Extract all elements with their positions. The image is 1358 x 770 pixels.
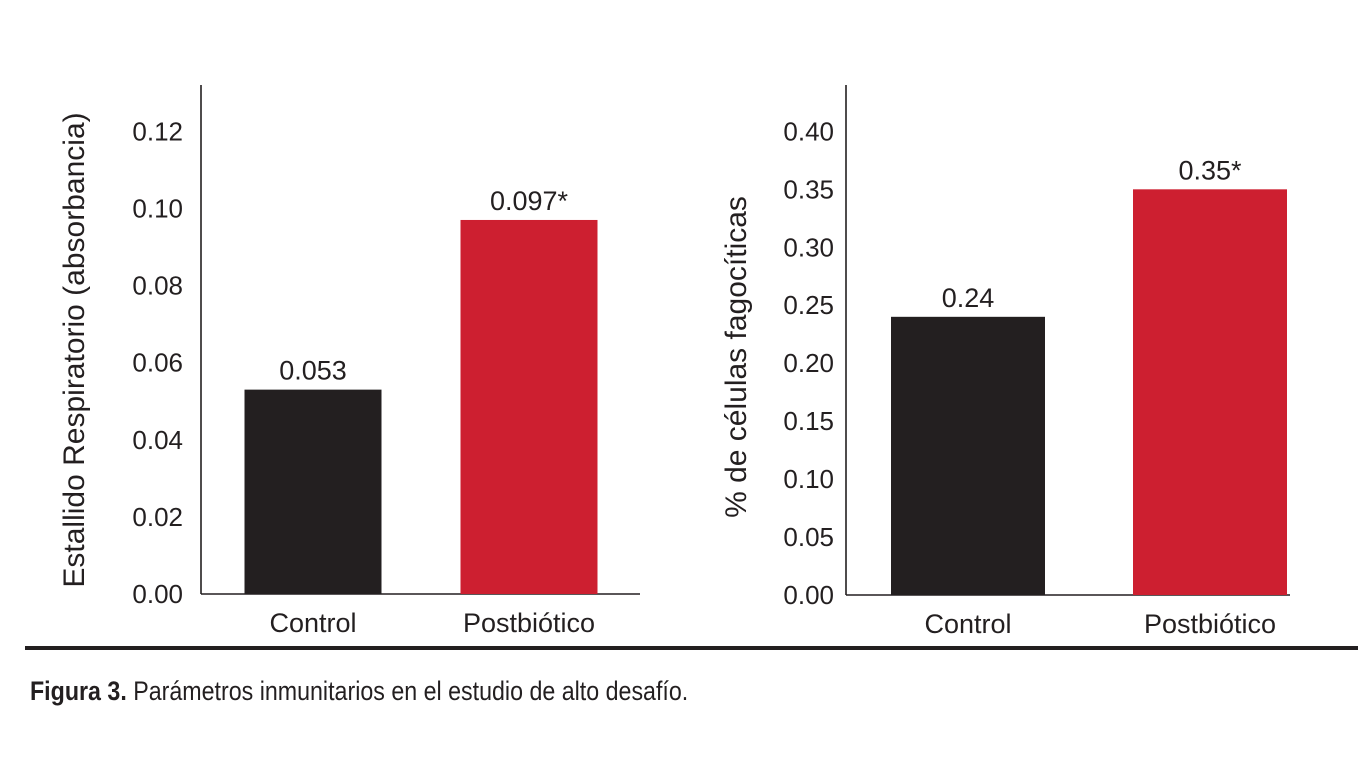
chart1-category-label: Postbiótico [463,608,595,638]
chart2-y-tick-label: 0.05 [783,522,834,552]
caption-lead: Figura 3. [30,676,127,706]
chart2-y-tick-label: 0.35 [783,174,834,204]
chart2-y-axis-title: % de células fagocíticas [720,196,753,518]
chart2-y-tick-label: 0.30 [783,232,834,262]
chart2-y-tick-label: 0.10 [783,464,834,494]
chart1-y-tick-label: 0.12 [132,116,183,146]
chart1-bar-control [244,389,382,594]
caption-text: Parámetros inmunitarios en el estudio de… [126,676,689,706]
figure-caption: Figura 3. Parámetros inmunitarios en el … [30,676,688,707]
chart2-y-tick-label: 0.20 [783,348,834,378]
chart1-y-axis-title: Estallido Respiratorio (absorbancia) [58,112,91,587]
chart2-data-label: 0.24 [942,283,995,313]
chart1-y-tick-label: 0.06 [132,348,183,378]
chart2-category-label: Control [924,609,1011,639]
chart1-bar-postbiotico [460,219,598,594]
chart2-bar-postbiotico [1133,189,1287,595]
chart1-y-tick-label: 0.00 [132,579,183,609]
chart1-y-tick-label: 0.02 [132,502,183,532]
chart1-data-label: 0.097* [490,186,569,216]
chart1-data-label: 0.053 [279,356,347,386]
chart2-category-label: Postbiótico [1144,609,1276,639]
chart2-y-tick-label: 0.40 [783,116,834,146]
chart2-bar-control [891,316,1045,595]
chart1-y-tick-label: 0.10 [132,193,183,223]
chart1-y-tick-label: 0.08 [132,271,183,301]
chart2-y-tick-label: 0.15 [783,406,834,436]
chart2-data-label: 0.35* [1178,155,1242,185]
chart2-y-tick-label: 0.00 [783,580,834,610]
caption-divider [25,646,1358,650]
chart1-y-tick-label: 0.04 [132,425,183,455]
chart2-y-tick-label: 0.25 [783,290,834,320]
chart1-category-label: Control [269,608,356,638]
